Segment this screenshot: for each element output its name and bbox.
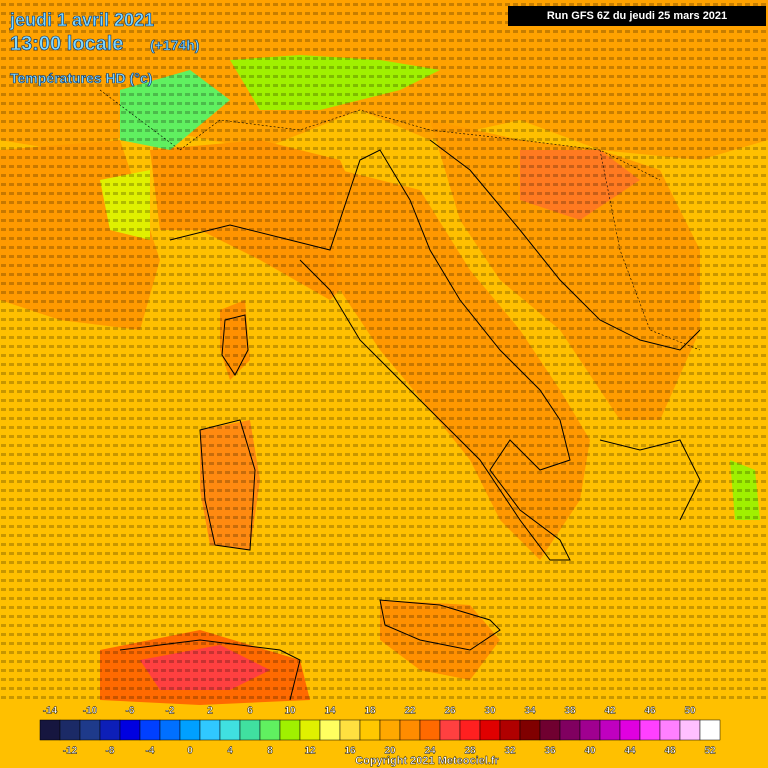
legend-swatch (459, 719, 481, 741)
legend-label: 10 (284, 706, 296, 717)
legend-swatch (359, 719, 381, 741)
legend-swatch (319, 719, 341, 741)
legend: -14-12-10-8-6-4-202468101214161820222426… (39, 705, 721, 757)
borders (99, 89, 701, 351)
legend-label: 24 (424, 746, 436, 757)
legend-swatch (99, 719, 121, 741)
legend-label: 44 (624, 746, 636, 757)
legend-swatch (539, 719, 561, 741)
legend-label: 6 (247, 706, 253, 717)
legend-swatch (39, 719, 61, 741)
legend-label: -2 (166, 706, 175, 717)
legend-label: 28 (464, 746, 476, 757)
legend-label: 46 (644, 706, 656, 717)
legend-swatch (599, 719, 621, 741)
legend-swatch (279, 719, 301, 741)
legend-swatch (119, 719, 141, 741)
legend-swatch (559, 719, 581, 741)
legend-swatch (59, 719, 81, 741)
legend-label: 26 (444, 706, 456, 717)
legend-swatch (519, 719, 541, 741)
legend-label: 2 (207, 706, 213, 717)
legend-label: 34 (524, 706, 536, 717)
legend-swatch (419, 719, 441, 741)
legend-label: -4 (146, 746, 155, 757)
legend-label: 52 (704, 746, 716, 757)
legend-label: -14 (43, 706, 58, 717)
copyright: Copyright 2021 Meteociel.fr (355, 755, 499, 767)
legend-label: 42 (604, 706, 616, 717)
legend-swatch (479, 719, 501, 741)
run-box (508, 6, 766, 26)
legend-label: 22 (404, 706, 416, 717)
legend-label: 50 (684, 706, 696, 717)
legend-swatch (379, 719, 401, 741)
legend-swatch (639, 719, 661, 741)
legend-label: 32 (504, 746, 516, 757)
legend-swatch (659, 719, 681, 741)
legend-label: 4 (227, 746, 233, 757)
legend-label: 0 (187, 746, 193, 757)
legend-label: -10 (83, 706, 98, 717)
legend-swatch (499, 719, 521, 741)
legend-label: 18 (364, 706, 376, 717)
legend-swatch (399, 719, 421, 741)
legend-swatch (619, 719, 641, 741)
lead-time: (+174h) (150, 37, 199, 53)
legend-label: -8 (106, 746, 115, 757)
legend-label: -12 (63, 746, 78, 757)
legend-swatch (679, 719, 701, 741)
date: jeudi 1 avril 2021 (9, 10, 154, 30)
legend-label: -6 (126, 706, 135, 717)
legend-swatch (139, 719, 161, 741)
legend-label: 8 (267, 746, 273, 757)
legend-label: 12 (304, 746, 316, 757)
legend-label: 40 (584, 746, 596, 757)
legend-swatch (79, 719, 101, 741)
value-grid-texture (0, 0, 768, 700)
legend-swatch (299, 719, 321, 741)
legend-swatch (179, 719, 201, 741)
legend-swatch (439, 719, 461, 741)
legend-swatch (259, 719, 281, 741)
time: 13:00 locale (10, 33, 123, 55)
parameter: Températures HD (°c) (10, 70, 152, 86)
legend-swatch (159, 719, 181, 741)
legend-label: 36 (544, 746, 556, 757)
legend-label: 14 (324, 706, 336, 717)
legend-label: 30 (484, 706, 496, 717)
legend-swatch (339, 719, 361, 741)
legend-swatch (239, 719, 261, 741)
legend-label: 16 (344, 746, 356, 757)
legend-swatch (699, 719, 721, 741)
legend-label: 48 (664, 746, 676, 757)
run-info: Run GFS 6Z du jeudi 25 mars 2021 (547, 10, 727, 22)
legend-swatch (579, 719, 601, 741)
legend-label: 20 (384, 746, 396, 757)
legend-swatch (199, 719, 221, 741)
coastlines (119, 139, 701, 701)
legend-swatch (219, 719, 241, 741)
legend-label: 38 (564, 706, 576, 717)
